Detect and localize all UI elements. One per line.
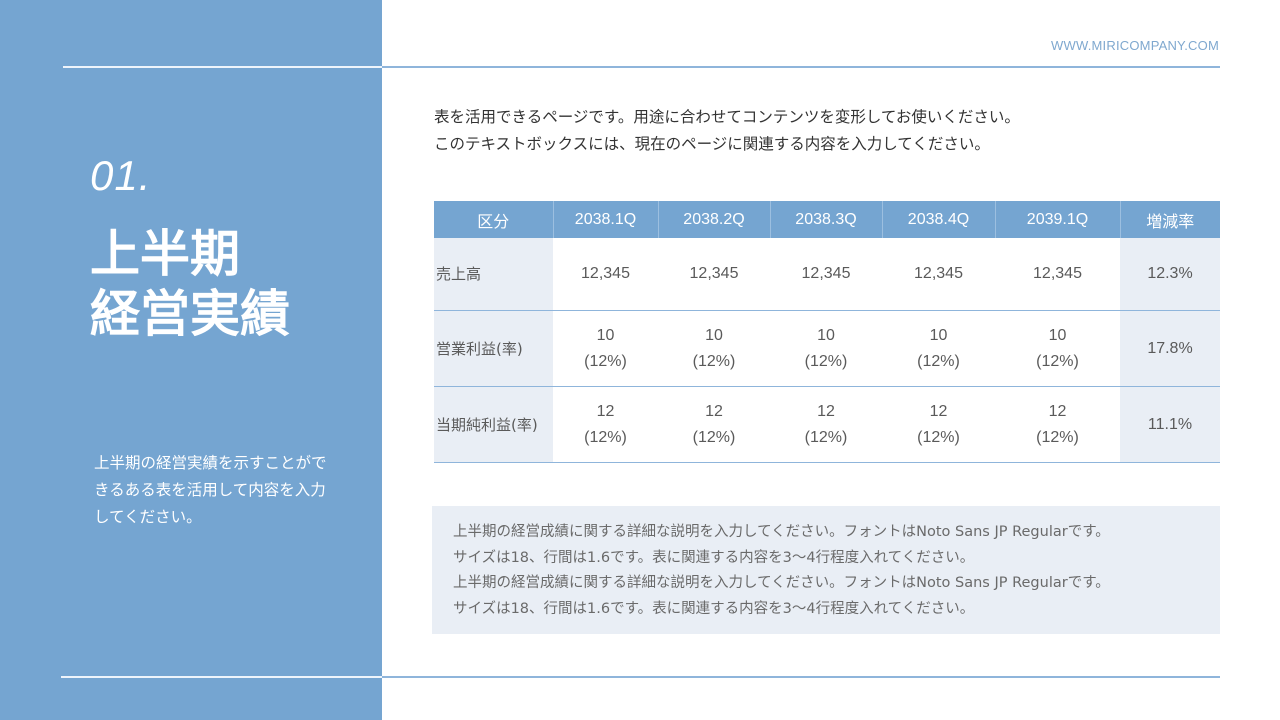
table-cell: 10 (12%) [995,310,1120,387]
table-header-row: 区分 2038.1Q 2038.2Q 2038.3Q 2038.4Q 2039.… [434,201,1220,238]
page-title-line: 上半期 [90,225,240,283]
table-cell: 10 (12%) [658,310,770,387]
table-cell: 12 (12%) [770,386,882,463]
row-label: 営業利益(率) [434,310,553,387]
table-cell: 12 (12%) [658,386,770,463]
cell-value: 12,345 [801,265,851,282]
column-header: 2039.1Q [995,201,1121,238]
cell-percent: (12%) [1036,352,1079,370]
row-label: 当期純利益(率) [434,386,553,463]
website-url: WWW.MIRICOMPANY.COM [1051,38,1219,53]
results-table: 区分 2038.1Q 2038.2Q 2038.3Q 2038.4Q 2039.… [434,201,1220,463]
table-row: 営業利益(率) 10 (12%) 10 (12%) 10 (12%) 10 (12%) … [434,310,1220,387]
cell-percent: (12%) [584,428,627,446]
note-line: サイズは18、行間は1.6です。表に関連する内容を3〜4行程度入れてください。 [453,549,975,566]
column-header: 2038.1Q [553,201,659,238]
cell-percent: (12%) [692,352,736,370]
table-cell: 12,345 [770,238,882,311]
table-cell: 10 (12%) [882,310,995,387]
cell-value: 12 [929,402,948,420]
cell-percent: (12%) [692,428,736,446]
page-title-line: 経営実績 [90,285,290,343]
top-divider-left [63,66,382,68]
intro-text: 表を活用できるページです。用途に合わせてコンテンツを変形してお使いください。 こ… [434,104,1020,158]
change-rate: 17.8% [1120,310,1220,387]
column-header: 区分 [434,201,554,238]
table-cell: 12,345 [553,238,658,311]
cell-value: 12 [596,402,615,420]
cell-value: 12 [705,402,723,420]
cell-percent: (12%) [804,428,848,446]
cell-value: 12 [1048,402,1067,420]
note-line: サイズは18、行間は1.6です。表に関連する内容を3〜4行程度入れてください。 [453,600,975,617]
cell-value: 12,345 [914,265,963,282]
change-rate: 12.3% [1120,238,1220,311]
change-rate: 11.1% [1120,386,1220,463]
bottom-divider-right [382,676,1220,678]
table-cell: 12,345 [995,238,1120,311]
table-cell: 12 (12%) [882,386,995,463]
cell-percent: (12%) [804,352,848,370]
note-box: 上半期の経営成績に関する詳細な説明を入力してください。フォントはNoto San… [432,506,1220,634]
table-row: 売上高 12,345 12,345 12,345 12,345 12,345 1… [434,238,1220,311]
column-header: 2038.4Q [882,201,996,238]
table-cell: 12 (12%) [995,386,1120,463]
cell-percent: (12%) [584,352,627,370]
cell-value: 12,345 [689,265,739,282]
section-number: 01. [90,152,152,199]
cell-value: 10 [817,326,835,344]
table-row: 当期純利益(率) 12 (12%) 12 (12%) 12 (12%) 12 (12%)… [434,386,1220,463]
bottom-divider-left [61,676,382,678]
table-cell: 10 (12%) [770,310,882,387]
table-cell: 12,345 [658,238,770,311]
column-header: 2038.2Q [658,201,771,238]
table-cell: 12,345 [882,238,995,311]
note-line: 上半期の経営成績に関する詳細な説明を入力してください。フォントはNoto San… [453,524,1110,540]
intro-line: 表を活用できるページです。用途に合わせてコンテンツを変形してお使いください。 [434,108,1020,126]
cell-value: 12,345 [1033,265,1082,282]
cell-value: 12 [817,402,835,420]
column-header: 2038.3Q [770,201,883,238]
cell-value: 10 [596,326,615,344]
cell-value: 10 [1048,326,1067,344]
cell-value: 10 [929,326,948,344]
cell-value: 10 [705,326,723,344]
page-title: 上半期 経営実績 [90,224,290,344]
cell-percent: (12%) [1036,428,1079,446]
cell-value: 12,345 [581,265,630,282]
left-panel [0,0,382,720]
cell-percent: (12%) [917,352,960,370]
table-cell: 10 (12%) [553,310,658,387]
row-label: 売上高 [434,238,553,311]
note-line: 上半期の経営成績に関する詳細な説明を入力してください。フォントはNoto San… [453,575,1110,591]
column-header: 増減率 [1120,201,1220,238]
left-description: 上半期の経営実績を示すことができるある表を活用して内容を入力してください。 [94,454,327,526]
intro-line: このテキストボックスには、現在のページに関連する内容を入力してください。 [434,135,990,153]
table-cell: 12 (12%) [553,386,658,463]
top-divider-right [382,66,1220,68]
cell-percent: (12%) [917,428,960,446]
